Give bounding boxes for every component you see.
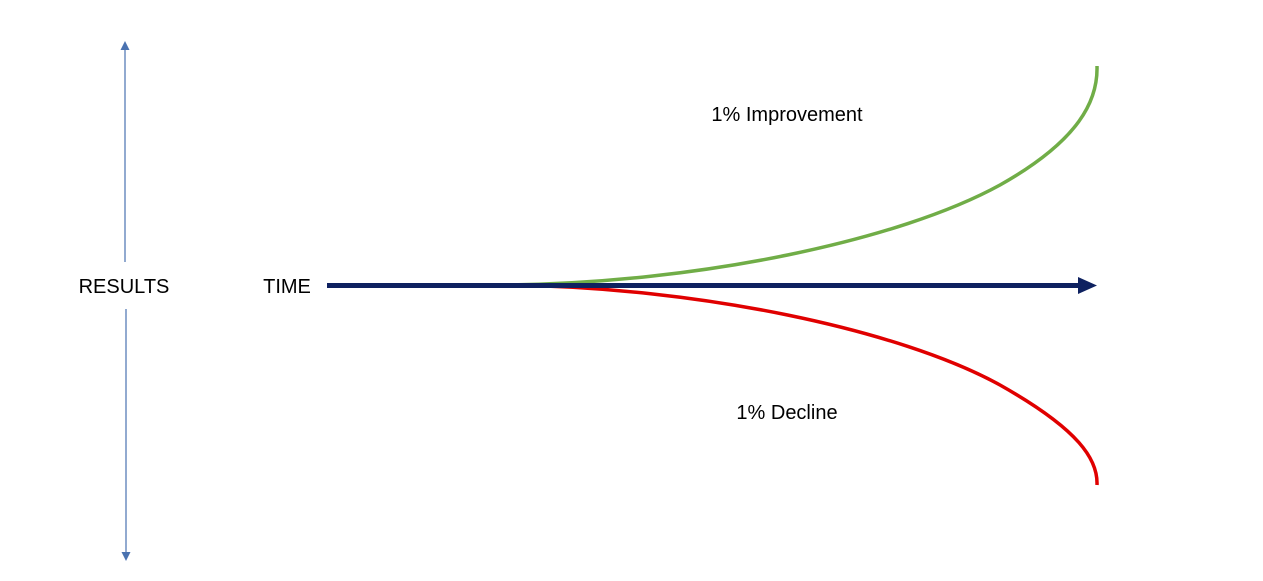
time-arrow-head — [1078, 277, 1097, 294]
decline-label: 1% Decline — [736, 402, 837, 424]
results-axis-down-arrowhead — [121, 552, 131, 561]
time-label: TIME — [263, 276, 311, 298]
time-arrow — [327, 277, 1097, 294]
improvement-label: 1% Improvement — [711, 104, 863, 126]
improvement-curve — [504, 65, 1099, 287]
results-label: RESULTS — [79, 276, 170, 298]
results-axis — [120, 41, 131, 561]
results-axis-up-arrowhead — [120, 41, 130, 50]
decline-curve — [504, 283, 1099, 486]
